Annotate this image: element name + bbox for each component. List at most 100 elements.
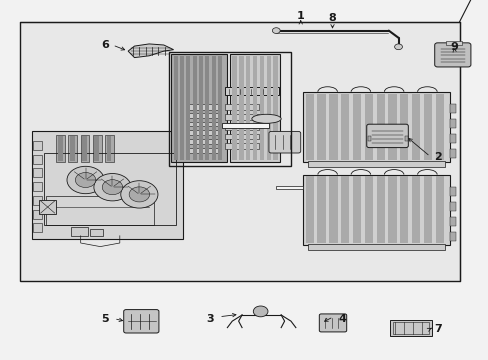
- Text: 1: 1: [296, 11, 304, 21]
- FancyBboxPatch shape: [123, 310, 159, 333]
- Circle shape: [253, 306, 267, 317]
- Bar: [46, 196, 154, 225]
- Bar: [33, 155, 41, 164]
- Bar: [32, 131, 183, 239]
- Bar: [224, 114, 259, 120]
- Bar: [33, 141, 41, 150]
- Circle shape: [272, 28, 280, 33]
- Bar: [435, 176, 443, 243]
- Circle shape: [121, 181, 158, 208]
- Bar: [33, 210, 41, 219]
- Bar: [94, 136, 99, 161]
- Text: 2: 2: [433, 152, 441, 162]
- Bar: [224, 87, 278, 95]
- Bar: [68, 135, 77, 162]
- Bar: [185, 148, 217, 153]
- Bar: [224, 143, 259, 149]
- Bar: [305, 176, 313, 243]
- Bar: [376, 94, 384, 160]
- Bar: [364, 94, 372, 160]
- Bar: [218, 56, 222, 160]
- Bar: [266, 56, 270, 160]
- Bar: [71, 227, 88, 236]
- Bar: [106, 136, 111, 161]
- Bar: [70, 136, 75, 161]
- Bar: [404, 136, 407, 141]
- Bar: [173, 56, 177, 160]
- Bar: [224, 104, 259, 110]
- Bar: [33, 223, 41, 232]
- Bar: [392, 322, 428, 334]
- Bar: [224, 134, 259, 139]
- Bar: [33, 168, 41, 177]
- Text: 3: 3: [206, 314, 214, 324]
- Bar: [232, 56, 236, 160]
- Text: 9: 9: [450, 42, 458, 52]
- Circle shape: [75, 172, 96, 188]
- Bar: [376, 176, 384, 243]
- Circle shape: [94, 174, 131, 201]
- Bar: [305, 94, 313, 160]
- FancyBboxPatch shape: [434, 43, 470, 67]
- Bar: [33, 182, 41, 191]
- Bar: [56, 135, 65, 162]
- Bar: [341, 176, 348, 243]
- Bar: [423, 94, 431, 160]
- Bar: [449, 119, 455, 128]
- Bar: [180, 56, 183, 160]
- Bar: [185, 139, 217, 144]
- Bar: [185, 122, 217, 126]
- Bar: [245, 56, 250, 160]
- Bar: [328, 94, 337, 160]
- FancyBboxPatch shape: [268, 131, 300, 153]
- Bar: [449, 202, 455, 211]
- Bar: [205, 56, 209, 160]
- Bar: [317, 94, 325, 160]
- Circle shape: [129, 187, 149, 202]
- Bar: [367, 136, 370, 141]
- Bar: [341, 94, 348, 160]
- Bar: [33, 196, 41, 205]
- Bar: [252, 56, 257, 160]
- Bar: [399, 94, 407, 160]
- Text: 6: 6: [101, 40, 109, 50]
- Bar: [81, 135, 89, 162]
- Bar: [352, 94, 361, 160]
- Bar: [229, 54, 280, 162]
- Bar: [273, 56, 277, 160]
- Bar: [44, 153, 176, 225]
- Bar: [449, 187, 455, 196]
- Bar: [239, 56, 243, 160]
- Bar: [105, 135, 114, 162]
- Bar: [93, 135, 102, 162]
- Bar: [387, 94, 396, 160]
- Bar: [449, 232, 455, 241]
- Bar: [303, 175, 449, 245]
- Bar: [185, 130, 217, 135]
- Bar: [387, 176, 396, 243]
- Bar: [411, 176, 419, 243]
- Circle shape: [102, 180, 122, 195]
- Bar: [186, 56, 190, 160]
- Bar: [222, 123, 268, 128]
- Bar: [411, 94, 419, 160]
- Bar: [259, 56, 264, 160]
- Bar: [211, 56, 215, 160]
- Text: 5: 5: [101, 314, 109, 324]
- Bar: [82, 136, 87, 161]
- Circle shape: [394, 44, 402, 50]
- Bar: [352, 176, 361, 243]
- Bar: [185, 104, 217, 110]
- Bar: [449, 134, 455, 143]
- Bar: [364, 176, 372, 243]
- Text: 8: 8: [328, 13, 336, 23]
- Bar: [449, 149, 455, 158]
- Ellipse shape: [251, 114, 281, 123]
- Bar: [171, 54, 227, 162]
- Bar: [307, 161, 444, 167]
- Text: 7: 7: [433, 324, 441, 334]
- Bar: [328, 176, 337, 243]
- Bar: [185, 113, 217, 118]
- Bar: [58, 136, 62, 161]
- Bar: [90, 229, 102, 236]
